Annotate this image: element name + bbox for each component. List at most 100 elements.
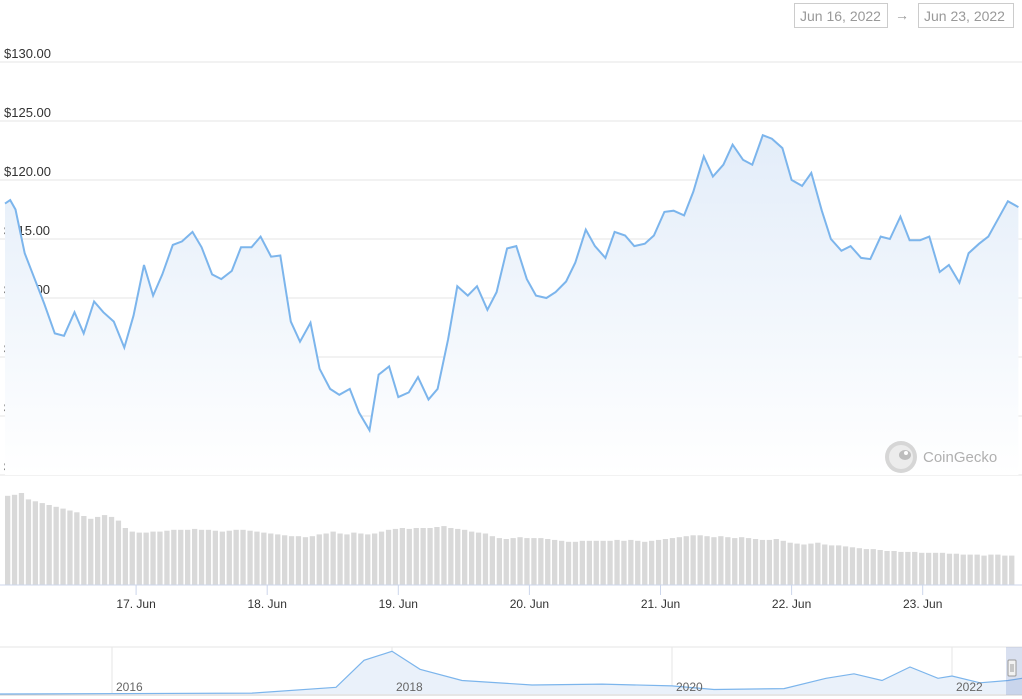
- volume-bar: [870, 549, 876, 585]
- volume-bar: [759, 539, 766, 585]
- range-start-date-input[interactable]: Jun 16, 2022: [794, 3, 888, 28]
- navigator-handle[interactable]: [1007, 659, 1017, 677]
- volume-bar: [441, 526, 447, 585]
- volume-bar: [655, 539, 662, 585]
- volume-bar: [150, 531, 156, 585]
- volume-bar: [11, 494, 18, 585]
- volume-bar: [960, 554, 966, 585]
- volume-bar: [282, 535, 288, 585]
- volume-bar: [836, 545, 842, 585]
- volume-bar: [413, 528, 419, 585]
- volume-bar: [531, 538, 537, 585]
- volume-bar: [808, 543, 814, 585]
- y-tick-label: $130.00: [4, 46, 51, 61]
- navigator[interactable]: 2016 2018 2020 2022: [0, 646, 1022, 696]
- volume-bar: [877, 550, 883, 585]
- volume-bar: [815, 542, 821, 585]
- volume-bar: [732, 538, 738, 585]
- volume-bar: [919, 552, 925, 585]
- volume-bar: [240, 529, 246, 585]
- volume-bar: [399, 528, 405, 585]
- volume-bar: [538, 538, 544, 585]
- volume-bar: [524, 538, 530, 585]
- volume-bar: [649, 540, 655, 585]
- volume-bar: [434, 527, 440, 585]
- volume-bar: [711, 537, 717, 585]
- volume-bar: [593, 540, 599, 585]
- volume-bar: [95, 516, 101, 585]
- volume-bar: [974, 554, 980, 585]
- volume-bar: [358, 533, 364, 585]
- volume-bar: [939, 552, 946, 585]
- volume-bar: [586, 540, 592, 585]
- volume-bar: [801, 544, 807, 585]
- range-arrow-icon: →: [895, 7, 909, 23]
- volume-bar: [676, 537, 682, 585]
- volume-bar: [18, 493, 25, 585]
- volume-bar: [74, 512, 80, 585]
- volume-bar: [233, 529, 239, 585]
- volume-bar: [192, 528, 198, 585]
- volume-bar: [178, 529, 184, 585]
- volume-bar: [856, 548, 862, 585]
- volume-bar: [600, 540, 606, 585]
- volume-bar: [351, 532, 357, 585]
- volume-bar: [157, 531, 163, 585]
- volume-bar: [46, 505, 52, 585]
- volume-bar: [545, 539, 551, 585]
- volume-bar: [780, 540, 786, 585]
- navigator-line: [0, 650, 1022, 695]
- navigator-tick-label: 2020: [676, 680, 703, 694]
- navigator-tick-label: 2016: [116, 680, 143, 694]
- volume-bar: [926, 552, 932, 585]
- volume-bar: [745, 538, 752, 585]
- volume-bar: [462, 529, 468, 585]
- range-end-date-input[interactable]: Jun 23, 2022: [918, 3, 1014, 28]
- volume-bar: [932, 552, 939, 585]
- volume-bar: [330, 531, 336, 585]
- volume-bar: [849, 547, 856, 585]
- x-tick-label: 18. Jun: [248, 597, 287, 611]
- volume-bar: [212, 530, 218, 585]
- volume-bar: [198, 529, 205, 585]
- volume-bar: [378, 531, 385, 585]
- volume-bar: [503, 539, 509, 585]
- volume-bar: [420, 528, 426, 585]
- volume-bar: [302, 537, 309, 585]
- volume-bar: [766, 539, 772, 585]
- volume-bar: [496, 538, 502, 585]
- volume-bar: [475, 532, 482, 585]
- volume-bar: [129, 531, 135, 585]
- volume-bar: [572, 541, 579, 585]
- volume-bar: [275, 534, 281, 585]
- x-tick-label: 20. Jun: [510, 597, 549, 611]
- navigator-area: [0, 651, 1022, 694]
- volume-bar: [295, 536, 302, 585]
- volume-bar: [739, 537, 745, 585]
- volume-bar: [81, 516, 87, 585]
- volume-bar: [219, 531, 225, 585]
- volume-bar: [988, 554, 994, 585]
- volume-bar: [136, 532, 142, 585]
- volume-bar: [469, 531, 475, 585]
- y-tick-label: $120.00: [4, 164, 51, 179]
- volume-bar: [171, 529, 177, 585]
- volume-bar: [32, 501, 38, 585]
- price-area: [5, 135, 1019, 475]
- x-tick-label: 19. Jun: [379, 597, 418, 611]
- volume-bar: [309, 536, 315, 585]
- volume-bar: [697, 535, 703, 585]
- x-tick-label: 22. Jun: [772, 597, 811, 611]
- volume-bar: [662, 539, 669, 585]
- volume-bar: [60, 508, 66, 585]
- volume-bar: [614, 539, 620, 585]
- volume-bar: [143, 532, 149, 585]
- volume-bar: [517, 537, 523, 585]
- volume-bar: [946, 553, 953, 585]
- volume-bar: [455, 528, 461, 585]
- volume-bar: [323, 533, 329, 585]
- navigator-axis: 2016 2018 2020 2022: [116, 680, 983, 694]
- volume-bar: [718, 536, 724, 585]
- navigator-tick-label: 2018: [396, 680, 423, 694]
